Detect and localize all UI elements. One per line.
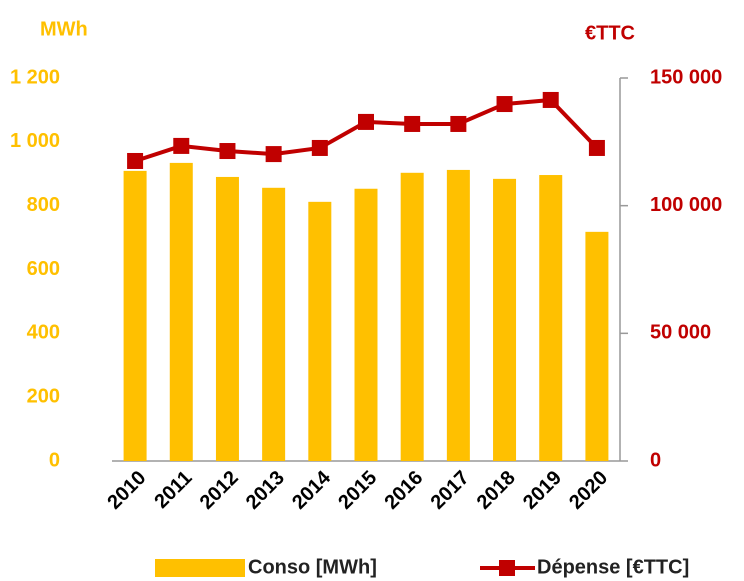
x-tick-label: 2020 [565, 467, 612, 514]
y-tick-label: 1 200 [10, 66, 60, 88]
marker [542, 91, 559, 108]
line [134, 97, 599, 163]
legend-label: Dépense [€TTC] [537, 556, 689, 578]
x-tick-label: 2011 [150, 467, 196, 513]
bar [262, 187, 286, 461]
x-tick-label: 2018 [473, 467, 520, 514]
y-tick-label: 200 [27, 385, 60, 407]
legend-swatch [155, 559, 245, 577]
marker [265, 146, 282, 163]
y-tick-label: 400 [27, 322, 60, 344]
x-tick-label: 2012 [196, 467, 243, 514]
x-tick-label: 2010 [103, 467, 150, 514]
bar [539, 175, 563, 461]
bar [308, 201, 332, 461]
legend-label: Conso [MWh] [248, 556, 377, 578]
x-tick-label: 2013 [242, 467, 289, 514]
marker [311, 139, 328, 156]
y2-axis-title: €TTC [585, 22, 635, 44]
y-tick-label: 600 [27, 258, 60, 280]
y-tick-label: 800 [27, 194, 60, 216]
bar [493, 178, 517, 461]
marker [404, 115, 421, 132]
marker [173, 137, 190, 154]
bar [446, 169, 470, 462]
y2-tick-label: 0 [650, 449, 661, 471]
y-tick-label: 0 [49, 449, 60, 471]
marker [450, 115, 467, 132]
bar [169, 162, 193, 462]
bar [215, 176, 239, 462]
marker [588, 139, 605, 156]
legend-marker [499, 560, 515, 576]
bar [400, 172, 424, 462]
y2-tick-label: 50 000 [650, 322, 711, 344]
bar [123, 170, 147, 461]
marker [127, 152, 144, 169]
bar [585, 231, 609, 461]
marker [358, 113, 374, 130]
y2-tick-label: 100 000 [650, 194, 722, 216]
x-tick-label: 2016 [380, 467, 427, 514]
x-tick-label: 2015 [334, 467, 381, 514]
x-tick-label: 2014 [288, 466, 336, 514]
marker [219, 143, 236, 160]
x-tick-label: 2017 [427, 467, 474, 514]
y2-tick-label: 150 000 [650, 66, 722, 88]
x-tick-label: 2019 [519, 467, 566, 514]
y-tick-label: 1 000 [10, 130, 60, 152]
bar [354, 188, 378, 461]
y-axis-title: MWh [40, 18, 88, 40]
marker [496, 96, 513, 113]
